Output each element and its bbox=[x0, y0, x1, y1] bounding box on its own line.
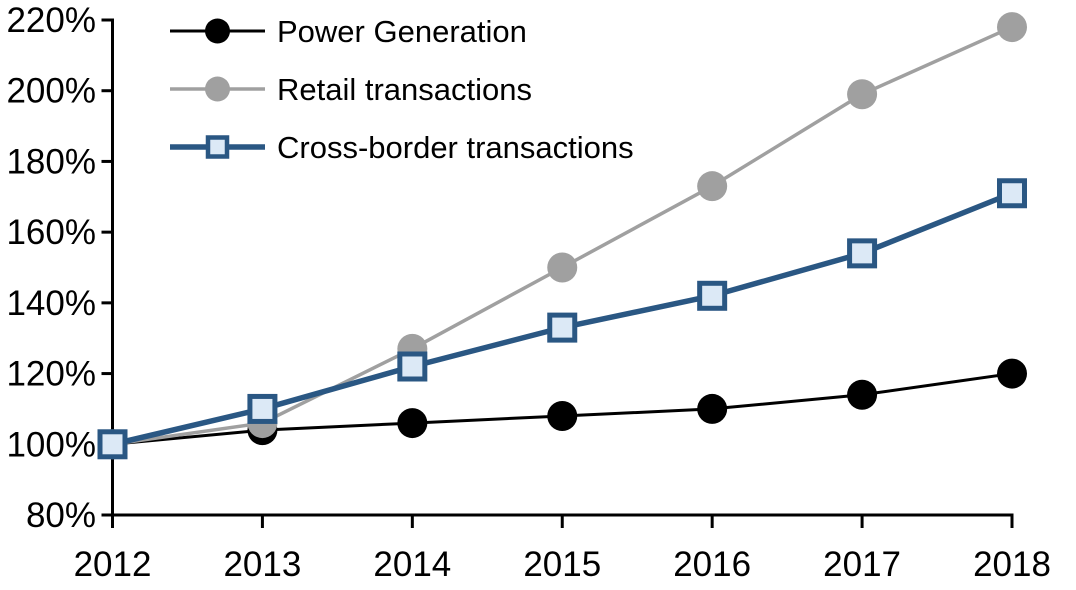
y-axis-tick-label: 220% bbox=[6, 1, 96, 40]
power-generation-legend-marker-icon bbox=[168, 14, 267, 48]
legend-label-power-generation: Power Generation bbox=[277, 13, 527, 49]
legend-item-cross-border-transactions: Cross-border transactions bbox=[168, 118, 634, 176]
y-axis-tick-label: 80% bbox=[26, 496, 96, 535]
legend-item-power-generation: Power Generation bbox=[168, 2, 634, 60]
legend-square-marker-icon bbox=[205, 135, 230, 159]
x-axis-tick-label: 2016 bbox=[673, 545, 751, 584]
x-axis-tick-label: 2013 bbox=[223, 545, 301, 584]
power-generation-marker bbox=[697, 393, 728, 424]
x-axis-tick-label: 2017 bbox=[823, 545, 901, 584]
y-axis-tick-label: 200% bbox=[6, 72, 96, 111]
cross-border-transactions-series bbox=[97, 178, 1027, 460]
cross-border-transactions-marker bbox=[397, 351, 428, 382]
x-axis-tick-label: 2014 bbox=[373, 545, 451, 584]
cross-border-transactions-marker bbox=[97, 429, 128, 460]
cross-border-transactions-marker bbox=[247, 393, 278, 424]
legend-item-retail-transactions: Retail transactions bbox=[168, 60, 634, 118]
power-generation-legend-sample-svg bbox=[170, 18, 265, 44]
retail-transactions-legend-sample-svg bbox=[170, 76, 265, 102]
cross-border-transactions-legend-marker-icon bbox=[168, 130, 267, 164]
chart-legend: Power Generation Retail transactions Cro… bbox=[168, 2, 634, 176]
y-axis-tick-label: 160% bbox=[6, 213, 96, 252]
x-axis-tick-label: 2015 bbox=[523, 545, 601, 584]
power-generation-marker bbox=[547, 401, 578, 431]
retail-transactions-legend-marker-icon bbox=[168, 72, 267, 106]
y-axis-tick-label: 100% bbox=[6, 425, 96, 464]
y-axis-tick-label: 120% bbox=[6, 355, 96, 394]
x-axis-tick-label: 2012 bbox=[74, 545, 152, 584]
retail-transactions-marker bbox=[547, 252, 578, 283]
legend-label-retail-transactions: Retail transactions bbox=[277, 71, 533, 107]
legend-circle-marker-icon bbox=[205, 18, 230, 44]
y-axis-tick-label: 140% bbox=[6, 284, 96, 323]
power-generation-marker bbox=[847, 379, 878, 410]
cross-border-transactions-marker bbox=[697, 280, 728, 311]
y-axis-tick-label: 180% bbox=[6, 142, 96, 181]
retail-transactions-marker bbox=[697, 171, 728, 202]
retail-transactions-marker bbox=[847, 79, 878, 110]
power-generation-series bbox=[97, 358, 1027, 460]
axes: 80% 100% 120% 140% 160% 180% 200% 220% 2012 2013 2… bbox=[6, 1, 1050, 584]
retail-transactions-marker bbox=[997, 12, 1027, 43]
cross-border-transactions-marker bbox=[997, 178, 1027, 209]
legend-circle-marker-icon bbox=[205, 76, 230, 102]
cross-border-transactions-legend-sample-svg bbox=[170, 135, 265, 159]
power-generation-marker bbox=[397, 408, 428, 439]
legend-label-cross-border-transactions: Cross-border transactions bbox=[277, 129, 634, 165]
cross-border-transactions-marker bbox=[847, 238, 878, 269]
x-axis-tick-label: 2018 bbox=[973, 545, 1051, 584]
cross-border-transactions-marker bbox=[547, 312, 578, 343]
power-generation-marker bbox=[997, 358, 1027, 389]
